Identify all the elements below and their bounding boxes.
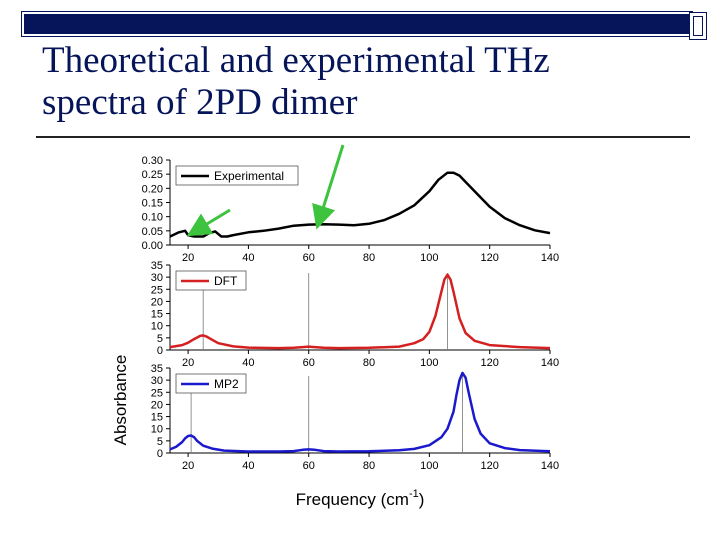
x-tick-label: 60 bbox=[303, 460, 315, 472]
x-tick-label: 40 bbox=[242, 252, 254, 264]
x-tick-label: 100 bbox=[420, 357, 438, 369]
x-tick-label: 20 bbox=[182, 357, 194, 369]
x-axis-label-main: Frequency (cm bbox=[296, 490, 409, 509]
panel-experimental: 0.30 0.25 0.20 0.15 0.10 0.05 0.00 20 40 60 80 100 1… bbox=[142, 155, 560, 264]
y-axis-label: Absorbance bbox=[111, 355, 130, 446]
legend-mp2: MP2 bbox=[175, 373, 247, 394]
y-tick-label: 10 bbox=[151, 321, 163, 333]
slide-title-line-2: spectra of 2PD dimer bbox=[42, 82, 358, 123]
slide-title-line-1: Theoretical and experimental THz bbox=[42, 40, 550, 81]
y-tick-label: 15 bbox=[151, 309, 163, 321]
y-tick-label: 5 bbox=[157, 333, 163, 345]
y-tick-label: 0.25 bbox=[142, 169, 163, 181]
y-tick-label: 35 bbox=[151, 363, 163, 375]
y-tick-label: 15 bbox=[151, 412, 163, 424]
x-tick-label: 60 bbox=[303, 357, 315, 369]
x-tick-label: 40 bbox=[242, 357, 254, 369]
y-tick-label: 0.00 bbox=[142, 240, 163, 252]
y-tick-label: 25 bbox=[151, 387, 163, 399]
x-tick-label: 140 bbox=[541, 357, 559, 369]
y-tick-label: 10 bbox=[151, 424, 163, 436]
x-tick-label: 40 bbox=[242, 460, 254, 472]
x-tick-label: 120 bbox=[481, 460, 499, 472]
legend-box bbox=[175, 270, 247, 291]
x-tick-label: 140 bbox=[541, 460, 559, 472]
x-tick-label: 120 bbox=[481, 357, 499, 369]
annotation-arrow-low-frequency bbox=[186, 208, 231, 237]
y-tick-label: 0.30 bbox=[142, 155, 163, 167]
x-tick-label: 80 bbox=[363, 357, 375, 369]
title-divider bbox=[36, 136, 690, 138]
y-tick-label: 0.15 bbox=[142, 198, 163, 210]
y-tick-label: 0 bbox=[157, 448, 163, 460]
x-tick-label: 20 bbox=[182, 460, 194, 472]
y-tick-label: 30 bbox=[151, 375, 163, 387]
x-tick-label: 100 bbox=[420, 252, 438, 264]
y-tick-label: 0 bbox=[157, 345, 163, 357]
x-tick-label: 140 bbox=[541, 252, 559, 264]
legend-label: Experimental bbox=[214, 169, 284, 183]
y-tick-label: 0.10 bbox=[142, 212, 163, 224]
y-tick-label: 5 bbox=[157, 436, 163, 448]
x-tick-label: 100 bbox=[420, 460, 438, 472]
legend-box bbox=[175, 373, 247, 394]
x-tick-label: 80 bbox=[363, 252, 375, 264]
title-bar-accent bbox=[21, 11, 693, 37]
legend-box bbox=[175, 165, 299, 186]
legend-experimental: Experimental bbox=[175, 165, 299, 186]
y-tick-label: 25 bbox=[151, 284, 163, 296]
legend-label: DFT bbox=[214, 274, 238, 288]
x-tick-label: 80 bbox=[363, 460, 375, 472]
y-tick-label: 20 bbox=[151, 296, 163, 308]
y-tick-label: 30 bbox=[151, 272, 163, 284]
x-axis-label-exponent: -1 bbox=[409, 488, 419, 500]
y-tick-label: 20 bbox=[151, 399, 163, 411]
slide-title: Theoretical and experimental THz spectra… bbox=[42, 40, 682, 124]
y-tick-label: 0.20 bbox=[142, 183, 163, 195]
x-axis-label-close: ) bbox=[419, 490, 425, 509]
x-tick-label: 60 bbox=[303, 252, 315, 264]
x-tick-label: 20 bbox=[182, 252, 194, 264]
series-line-mp2 bbox=[169, 371, 551, 453]
annotation-arrow-60cm bbox=[312, 144, 345, 230]
y-tick-label: 35 bbox=[151, 260, 163, 272]
y-tick-label: 0.05 bbox=[142, 226, 163, 238]
x-tick-label: 120 bbox=[481, 252, 499, 264]
x-axis-label: Frequency (cm-1) bbox=[296, 488, 425, 509]
series-line-dft bbox=[169, 273, 551, 350]
legend-label: MP2 bbox=[214, 377, 239, 391]
corner-decoration bbox=[689, 12, 707, 40]
legend-dft: DFT bbox=[175, 270, 247, 291]
